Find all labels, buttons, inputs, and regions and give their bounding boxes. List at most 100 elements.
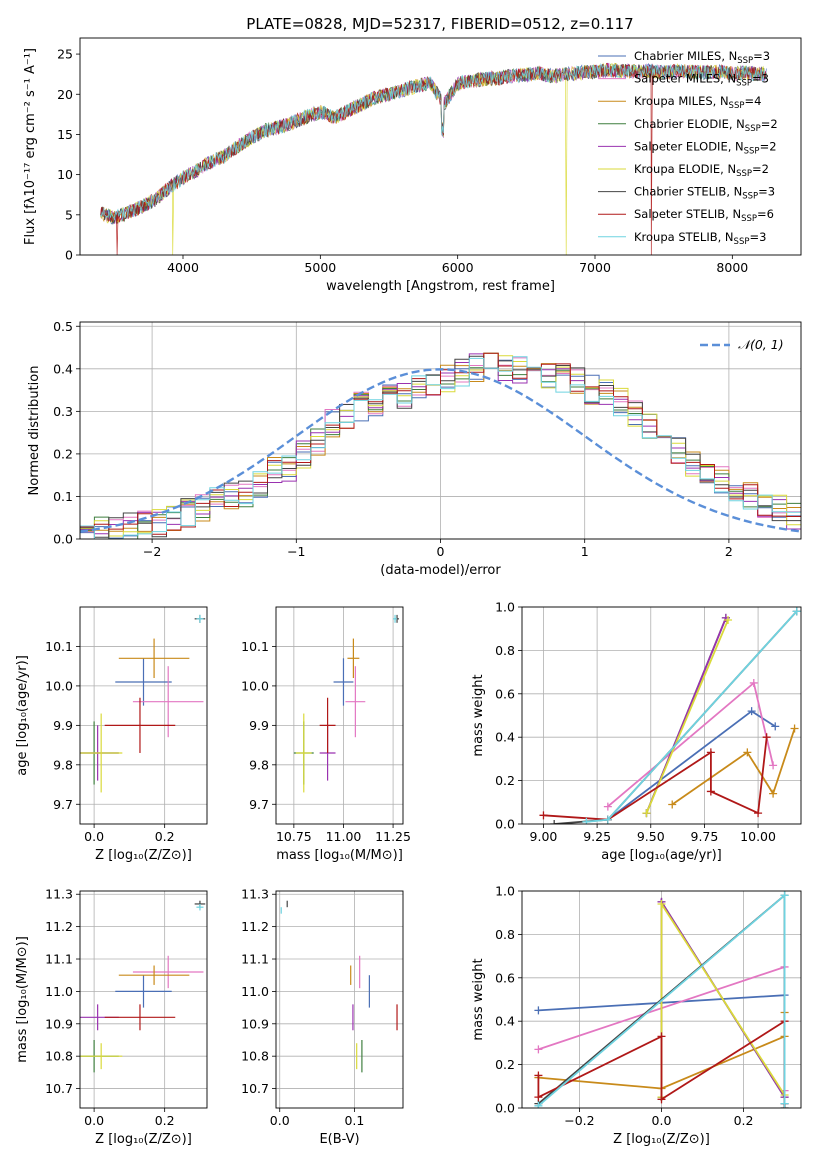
y-tick-label: 0.5 [53,319,73,334]
weight-lines [539,607,801,824]
y-tick-label: 10.1 [45,639,73,654]
weight-marker [534,1006,543,1015]
ticks: 0.0 0.2 10.7 10.8 10.9 11.0 11.1 11.2 11.3 [45,887,174,1128]
legend-text: =3 [758,185,775,199]
y-axis-label: age [log₁₀(age/yr)] [15,655,30,776]
legend-entry: Chabrier STELIB, NSSP=3 [634,185,775,202]
weight-series [534,891,789,1108]
weight-marker [706,748,715,757]
age-vs-mass-panel: 10.75 11.00 11.25 9.7 9.8 9.9 10.0 10.1 mass [lo… [241,606,411,863]
ticks: 4000 5000 6000 7000 8000 0 5 10 15 20 25 [57,47,748,275]
weight-marker [769,761,778,770]
legend-text: =4 [744,94,761,108]
x-tick-label: 0.2 [155,829,175,844]
ticks: −0.2 0.0 0.2 0.0 0.2 0.4 0.6 0.8 1.0 [495,884,753,1129]
histogram-step [80,356,801,539]
data-point [345,666,366,738]
x-tick-label: 0.0 [84,829,104,844]
legend-subscript: SSP [741,214,757,224]
error-bars [80,614,206,793]
y-tick-label: 10.9 [241,1016,269,1031]
x-tick-label: 0.2 [734,1113,754,1128]
data-point [118,965,190,985]
y-tick-label: 9.9 [249,718,269,733]
y-tick-label: 11.1 [241,952,269,967]
weight-series [582,607,801,824]
y-tick-label: 1.0 [495,600,515,615]
y-tick-label: 0.1 [53,489,73,504]
axes-frame [79,606,208,825]
data-point [80,713,123,793]
axes-frame [521,890,802,1109]
y-tick-label: 10.9 [45,1016,73,1031]
data-point [104,697,176,753]
weight-marker [657,900,666,909]
ticks: 9.00 9.25 9.50 9.75 10.00 0.0 0.2 0.4 0.6 0.8 1.0 [495,600,776,845]
legend-subscript: SSP [734,237,750,247]
legend-text: Kroupa MILES, N [634,94,729,108]
legend-entry: Salpeter STELIB, NSSP=6 [634,207,774,224]
data-point [319,697,336,753]
x-axis-label: Z [log₁₀(Z/Z⊙)] [95,1132,192,1147]
weight-marker [534,1045,543,1054]
y-tick-label: 10.8 [45,1049,73,1064]
error-bars [280,900,398,1073]
y-axis-label: mass [log₁₀(M/M⊙)] [15,936,30,1063]
y-tick-label: 10.8 [241,1049,269,1064]
weight-marker [790,724,799,733]
massweight-vs-age-panel: 9.00 9.25 9.50 9.75 10.00 0.0 0.2 0.4 0.6 0.8 1.0 a… [471,600,802,863]
y-tick-label: 10.1 [241,639,269,654]
axes-frame [79,890,208,1109]
legend-text: =3 [749,230,766,244]
weight-marker [792,607,801,616]
y-tick-label: 1.0 [495,884,515,899]
weight-marker [762,733,771,742]
weight-marker [642,809,651,818]
age-vs-metallicity-panel: 0.0 0.2 9.7 9.8 9.9 10.0 10.1 Z [log₁₀(Z/Z⊙)] ag… [15,606,208,863]
x-tick-label: 9.00 [530,829,558,844]
y-axis-label: mass weight [471,958,486,1040]
legend-entry: Kroupa MILES, NSSP=4 [634,94,761,111]
data-point [132,955,204,989]
error-bars [293,614,400,793]
axes-frame [275,606,404,825]
weight-marker [743,748,752,757]
legend-text: =2 [752,162,769,176]
weight-marker [534,1093,543,1102]
legend-entry: Chabrier ELODIE, NSSP=2 [634,117,778,134]
residuals-legend: 𝒩(0, 1) [700,337,784,352]
legend-text: Salpeter MILES, N [634,72,736,86]
weight-marker [603,802,612,811]
x-tick-label: 7000 [579,260,611,275]
spectrum-panel: 4000 5000 6000 7000 8000 0 5 10 15 20 25 wavelength… [23,37,802,294]
weight-marker [747,707,756,716]
y-tick-label: 9.8 [249,757,269,772]
y-tick-label: 10.7 [45,1081,73,1096]
legend-subscript: SSP [742,192,758,202]
data-point [347,638,360,679]
ticks: 0.0 0.1 10.7 10.8 10.9 11.0 11.1 11.2 11.3 [241,887,364,1128]
weight-series [539,733,771,824]
x-tick-label: −2 [143,544,161,559]
weight-marker [780,1099,789,1108]
y-tick-label: 11.2 [45,919,73,934]
y-tick-label: 5 [65,207,73,222]
x-tick-label: 11.00 [326,829,362,844]
weight-marker [534,1071,543,1080]
legend-text: =3 [753,49,770,63]
x-tick-label: 0 [437,544,445,559]
x-tick-label: 9.75 [691,829,719,844]
legend-entry: Kroupa ELODIE, NSSP=2 [634,162,769,179]
grid-lines [80,322,801,540]
y-tick-label: 0.4 [495,730,515,745]
weight-marker [550,820,559,824]
x-tick-label: 0.2 [155,1113,175,1128]
weight-marker [780,891,789,900]
legend-text: Chabrier ELODIE, N [634,117,745,131]
x-tick-label: 11.25 [375,829,411,844]
massweight-vs-metallicity-panel: −0.2 0.0 0.2 0.0 0.2 0.4 0.6 0.8 1.0 Z [log₁₀(Z/Z… [471,884,802,1147]
x-tick-label: 0.0 [652,1113,672,1128]
histograms [80,352,801,539]
spectrum-series-line [100,62,765,221]
